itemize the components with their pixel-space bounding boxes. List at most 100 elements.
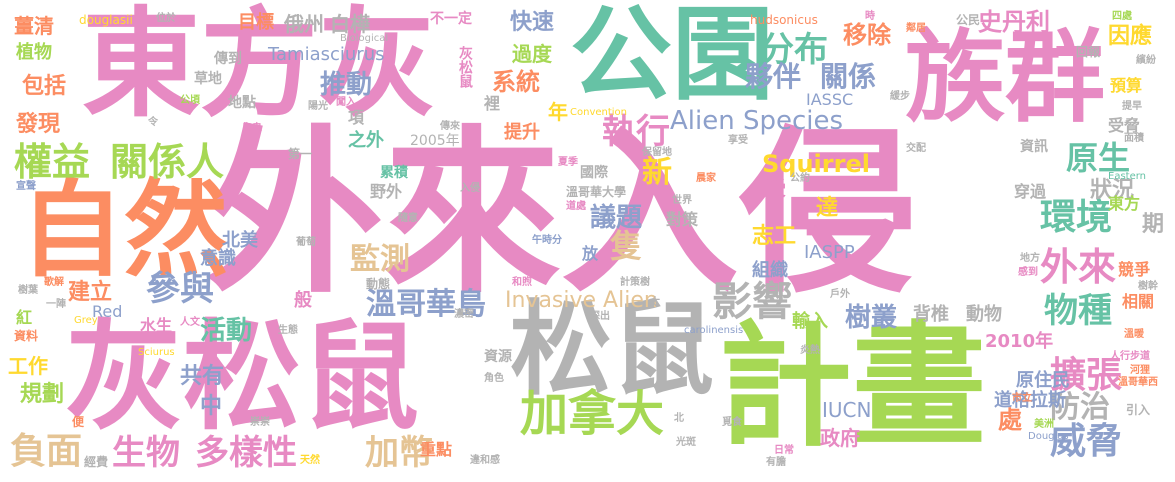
word-huanbu: 緩步 [890,91,910,102]
word-yishi: 意識 [200,248,236,269]
word-chu: 處 [998,406,1022,434]
word-shi: 時 [865,11,875,22]
word-tamiasciurus: Tamiasciurus [268,44,385,65]
word-chongchong: 崇崇 [250,417,270,428]
word-huanjing: 環境 [1040,197,1113,238]
word-ziyuan: 資源 [484,349,512,365]
word-yewai: 野外 [370,182,403,201]
word-ziliao: 資料 [14,329,39,343]
word-richang: 日常 [774,445,794,456]
word-ling: 令 [148,117,158,128]
word-yiti: 議題 [590,203,643,233]
word-zhengfu: 政府 [820,426,860,450]
word-hudsonicus: hudsonicus [750,13,818,27]
word-fangzhi: 防治 [1050,390,1110,425]
word-chuangru: 闖入 [336,97,356,108]
word-yuanzhumin: 原住民 [1016,370,1070,391]
word-wailai: 外來 [1040,245,1117,289]
word-wailai-ruqin: 外來入侵 [205,110,917,317]
word-mishi: 覓食 [722,417,742,428]
word-li: 裡 [484,94,501,113]
word-songshu: 松鼠 [510,291,714,410]
word-baoliudi: 保留地 [642,147,672,158]
word-fang: 放 [582,244,599,263]
word-quanyi: 權益 [14,140,91,184]
word-shugan: 樹幹 [1138,281,1158,292]
word-shengtai: 生態 [278,325,298,336]
word-zhiwai: 之外 [348,130,384,151]
word-iassc: IASSC [806,90,854,109]
word-difang: 地方 [1020,253,1040,264]
word-alien-species: Alien Species [670,106,844,136]
word-tisheng: 提升 [504,122,540,143]
word-2010: 2010年 [985,331,1054,352]
word-biological: Biological [340,33,389,44]
word-tanchu: 探出 [590,311,610,322]
word-jiangqing: 薑清 [14,14,54,38]
word-gongqing: 公頃 [180,95,200,106]
word-binfen: 繽紛 [1136,55,1156,66]
word-wengehuadao: 溫哥華島 [366,287,486,322]
word-qi: 期 [1142,212,1165,237]
word-shili: 市立 [1012,393,1032,404]
word-canyu: 參與 [146,269,214,309]
word-fumian: 負面 [10,431,83,472]
word-xiangguan: 相關 [1122,292,1155,311]
word-shucong: 樹叢 [845,303,898,333]
word-beimei: 北美 [222,230,258,251]
word-yinru: 引入 [1126,403,1151,417]
word-douglas: Douglas [1028,431,1069,442]
word-huibao: 回報 [1076,45,1101,59]
word-chuanlai: 傳來 [440,121,460,132]
word-wengehuaxi: 溫哥華西 [1118,377,1158,388]
word-zhongdian: 重點 [420,440,453,459]
word-zixun: 資訊 [1020,139,1048,155]
word-guoji: 國際 [580,165,608,181]
word-wennuan: 溫暖 [1124,329,1144,340]
word-duoyangxing: 多樣性 [195,433,297,473]
word-xiaji: 夏季 [558,157,578,168]
word-dongfang: 東方 [1108,194,1141,213]
word-zhiwu: 植物 [16,42,52,63]
word-jingfei: 經費 [84,455,109,469]
word-ziran: 自然 [20,169,229,291]
word-jiabi: 加幣 [365,433,433,473]
word-eastern: Eastern [1108,171,1147,182]
word-yanre: 炎熱 [800,345,820,356]
word-guanxiren: 關係人 [110,140,225,184]
word-beizhui: 背椎 [913,304,949,325]
word-juese: 角色 [484,373,504,384]
word-linju: 鄰居 [906,23,926,34]
word-convention: Convention [570,107,628,118]
word-xuansheng: 宣聲 [16,181,36,192]
word-douglasii: douglasii [79,13,133,27]
word-shuisheng: 水生 [140,316,173,335]
word-jicheshu: 計策樹 [620,277,650,288]
word-weihegan: 違和感 [470,455,500,466]
word-2005: 2005年 [410,133,460,149]
word-shidanli: 史丹利 [978,8,1050,36]
word-huwai: 戶外 [830,289,850,300]
word-jingzheng: 競爭 [1118,260,1151,279]
word-guigui: 鬼鬼 [242,123,262,134]
word-wushifen: 午時分 [532,235,562,246]
word-chuandao: 傳到 [214,51,242,67]
word-zhigong: 志工 [752,224,797,249]
word-renwen: 人文 [180,317,200,328]
word-bian: 便 [72,415,85,429]
word-invasive-alien: Invasive Alien [505,288,658,313]
word-suiyi: 隨意 [398,213,418,224]
word-putao: 葡萄 [296,237,316,248]
word-chenjia: 晨家 [696,173,716,184]
word-guodu: 過度 [512,42,552,66]
word-nian: 年 [548,100,568,124]
word-mubiao: 目標 [238,12,274,33]
word-zhong: 中 [200,394,223,419]
word-renxingbudao: 人行步道 [1110,351,1150,362]
word-huisongshu: 灰松鼠 [65,308,420,446]
word-guanxi: 關係 [820,60,877,93]
word-weiyu: 位於 [156,13,176,24]
word-shuru: 輸入 [792,311,828,332]
word-duice: 對策 [666,210,699,229]
word-sciurus: Sciurus [138,347,175,358]
